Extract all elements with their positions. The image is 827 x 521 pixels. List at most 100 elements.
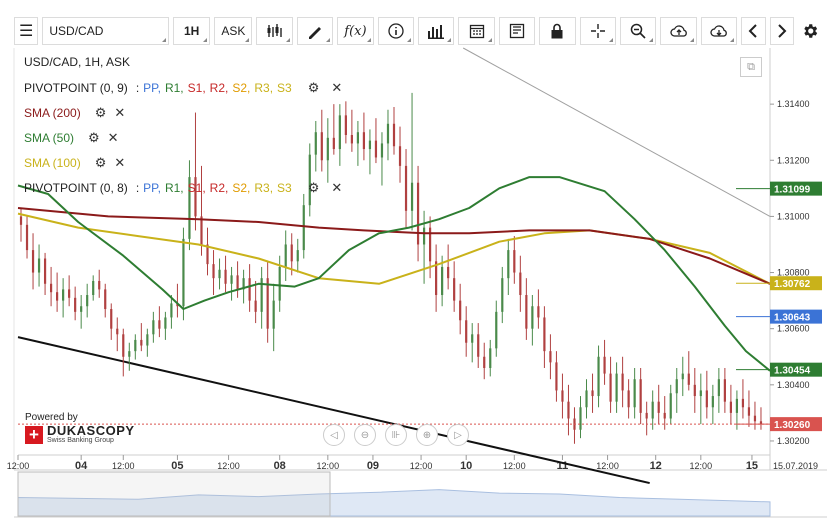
sma-200-settings-icon[interactable]: ⚙ [94,105,107,120]
next-button[interactable] [769,17,795,45]
candle-body [428,227,432,262]
pivot-8-close-icon[interactable]: ✕ [331,180,343,195]
x-tick-label: 12:00 [112,461,135,471]
candle-body [104,289,107,310]
candle-body [290,244,293,262]
y-tick-label: 1.30600 [777,324,810,334]
symbol-select[interactable]: USD/CAD [42,17,170,45]
price-label-text: 1.31099 [774,185,811,196]
candle-body [489,348,492,368]
candle-body [122,334,125,357]
candle-body [212,264,215,279]
crosshair-button[interactable] [579,17,617,45]
upload-button[interactable] [660,17,697,45]
indicators-button[interactable] [418,17,455,45]
side-select[interactable]: ASK [214,17,253,45]
price-label-text: 1.30643 [774,313,811,324]
candle-body [543,317,546,352]
zoom-in-button[interactable]: ⊕ [416,424,438,446]
fit-button[interactable]: ⊪ [385,424,407,446]
pivot-item: S3 [277,81,292,95]
x-tick-label: 08 [274,460,286,472]
prev-button[interactable] [741,17,766,45]
symbol-value: USD/CAD [49,24,104,38]
sma-100-close-icon[interactable]: ✕ [114,155,126,170]
candle-body [326,137,329,161]
pivot-8-label: PIVOTPOINT (0, 8) [24,181,128,195]
sma-200-close-icon[interactable]: ✕ [114,105,126,120]
pivot-9-settings-icon[interactable]: ⚙ [307,80,320,95]
pivot-item: S2, [232,181,251,195]
candle-body [116,328,119,335]
date-label: 15.07.2019 [773,461,818,471]
candle-body [62,289,65,301]
x-tick-label: 12:00 [317,461,340,471]
x-tick-label: 09 [367,460,379,472]
candle-body [735,398,739,413]
pivot-8-settings-icon[interactable]: ⚙ [307,180,320,195]
candle-body [741,398,745,408]
scroll-right-button[interactable]: ▷ [447,424,469,446]
candle-body [182,238,185,307]
pivot-item: R2, [209,181,229,195]
candle-body [356,132,360,144]
zoom-out-button[interactable]: ⊖ [354,424,376,446]
candle-body [447,266,450,279]
candle-body [561,390,564,402]
menu-button[interactable]: ☰ [14,17,39,45]
candle-body [194,177,197,217]
candle-body [43,258,47,284]
calendar-button[interactable] [458,17,495,45]
info-button[interactable] [377,17,415,45]
expand-button[interactable]: ⧉ [740,57,762,77]
price-label-text: 1.30454 [774,366,811,377]
candle-body [507,250,510,279]
y-tick-label: 1.30800 [777,268,810,278]
candle-body [302,205,305,251]
lock-button[interactable] [539,17,576,45]
candle-body [471,334,474,343]
lock-icon [551,23,563,39]
sma-50-settings-icon[interactable]: ⚙ [88,130,100,145]
sma-100-settings-icon[interactable]: ⚙ [94,155,107,170]
candle-body [531,306,534,329]
x-tick-label: 05 [171,460,183,472]
sma-50-close-icon[interactable]: ✕ [107,130,119,145]
candle-body [651,401,654,419]
pivot-9-close-icon[interactable]: ✕ [331,80,343,95]
x-tick-label: 12:00 [410,461,433,471]
x-tick-label: 12:00 [690,461,713,471]
news-button[interactable] [498,17,536,45]
chart-type-button[interactable] [256,17,293,45]
timeframe-select[interactable]: 1H [173,17,211,45]
chart-title: USD/CAD, 1H, ASK [24,55,130,69]
candle-body [260,278,263,312]
price-label-text: 1.30260 [774,420,811,431]
calendar-icon [469,24,484,39]
candle-body [188,177,191,239]
candle-body [669,393,672,419]
fx-icon: f(x) [344,23,367,39]
fit-icon: ⊪ [391,429,401,441]
functions-button[interactable]: f(x) [337,17,374,45]
candle-body [158,320,161,329]
draw-button[interactable] [296,17,334,45]
candle-body [362,132,366,150]
settings-button[interactable] [798,17,823,45]
swiss-cross-icon: + [25,425,43,444]
candle-body [465,320,468,343]
candle-body [134,339,137,352]
candle-body [164,317,167,329]
candle-body [284,244,287,267]
candle-body [314,132,317,155]
candle-body [453,278,456,301]
zoom-out-icon: ⊖ [360,429,370,441]
chart-navigation: ◁ ⊖ ⊪ ⊕ ▷ [323,424,478,446]
zoom-button[interactable] [620,17,657,45]
scroll-left-button[interactable]: ◁ [323,424,345,446]
download-button[interactable] [700,17,738,45]
upload-icon [670,25,687,37]
price-label-box [770,362,822,377]
pivot-item: S3 [277,181,292,195]
